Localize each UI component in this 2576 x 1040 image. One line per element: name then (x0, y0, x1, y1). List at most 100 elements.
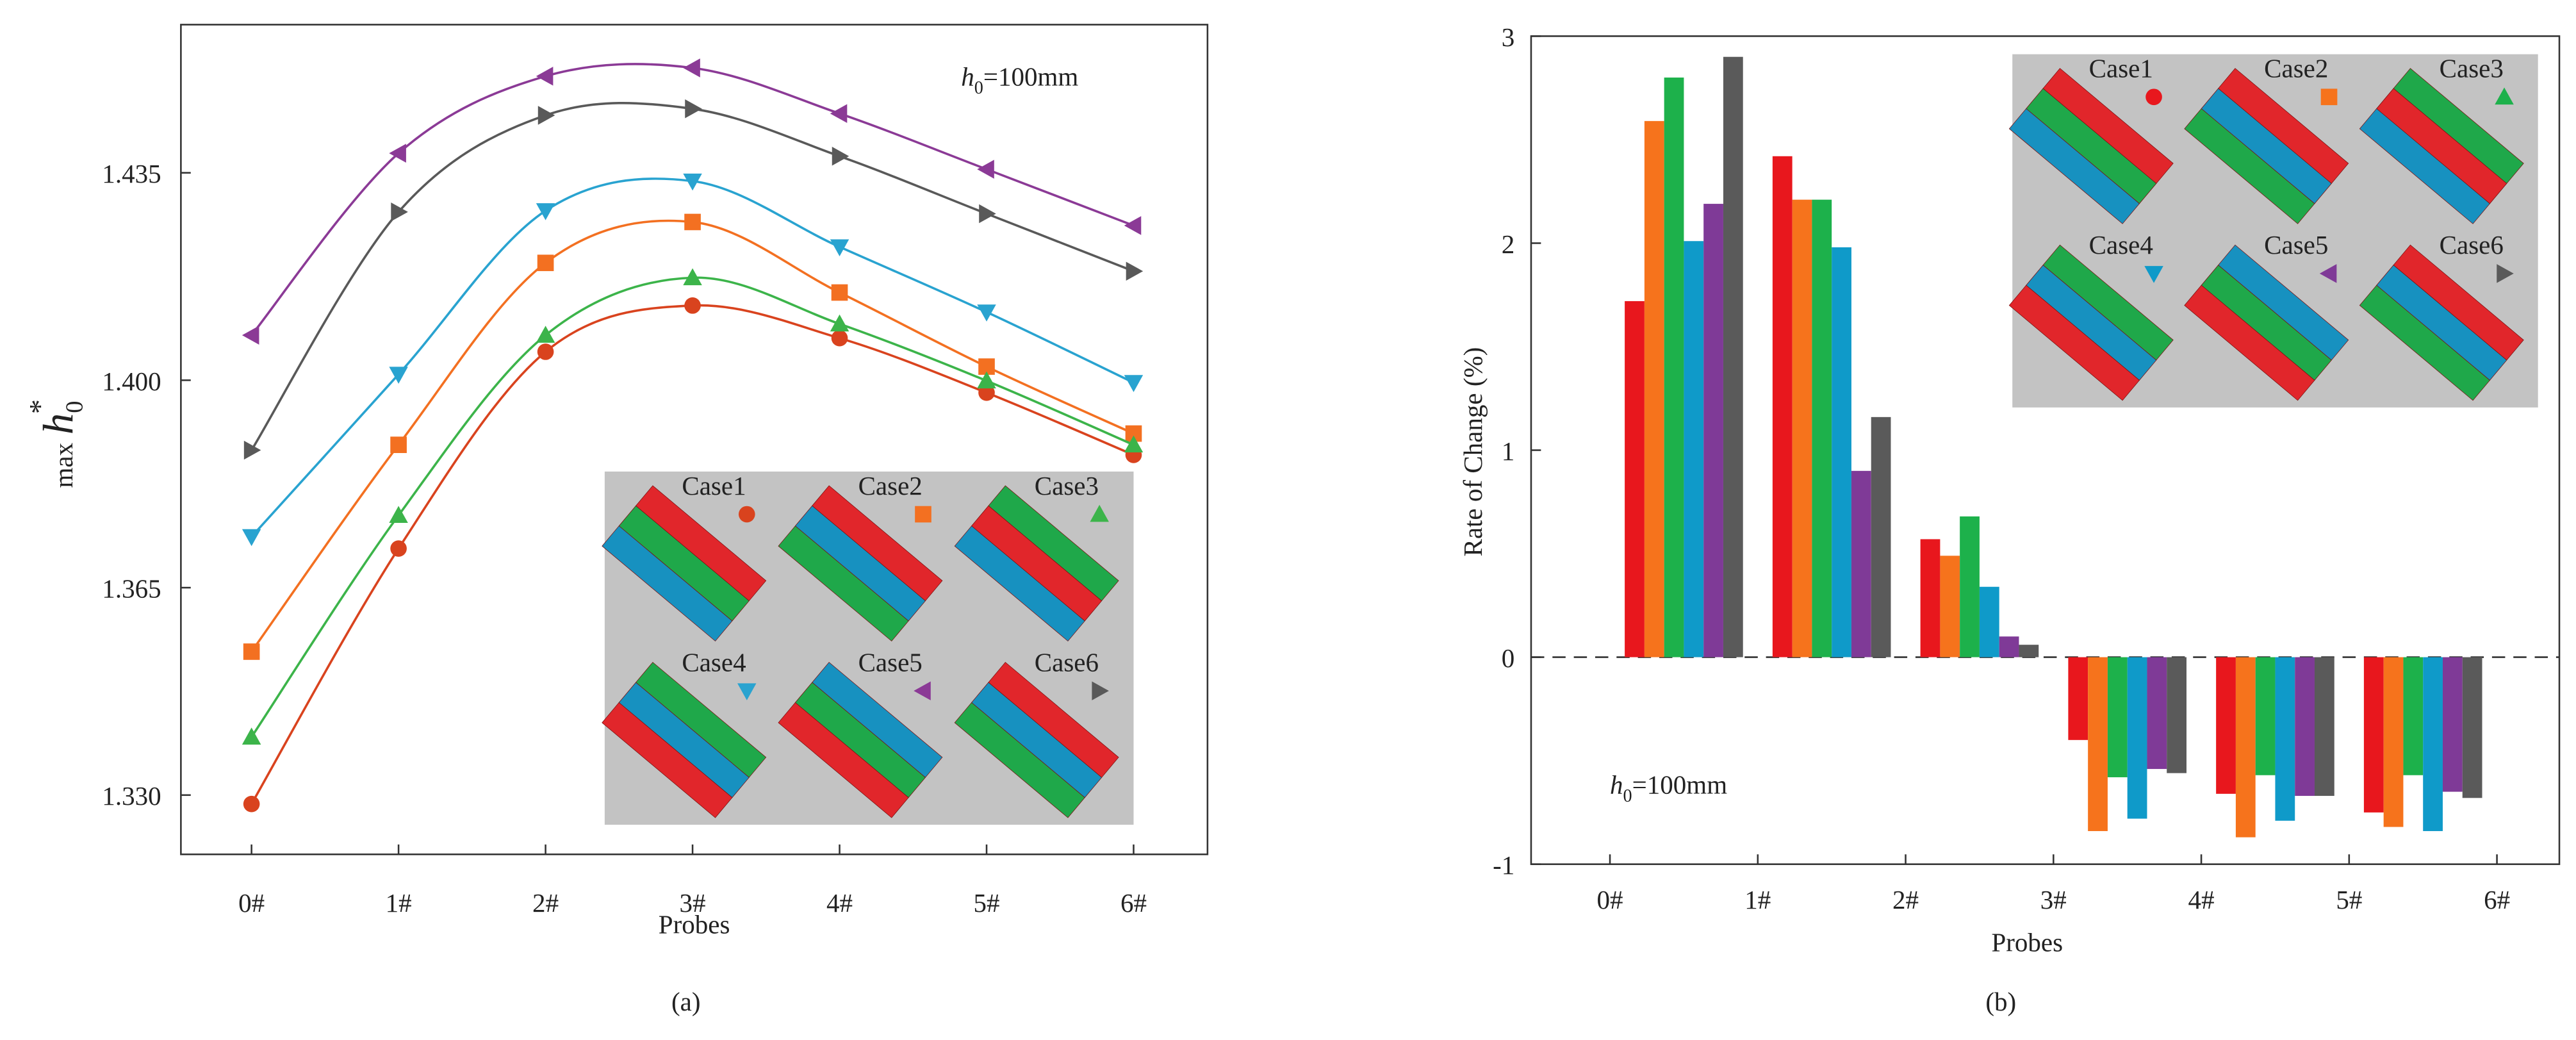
stripe-tile (954, 485, 1119, 642)
annotation-text: =100mm (1632, 770, 1728, 799)
bar (2314, 657, 2334, 797)
legend-label: Case3 (1035, 471, 1099, 500)
stripe-tile (602, 661, 767, 818)
marker (242, 529, 261, 547)
bar (1684, 241, 1704, 657)
y-tick-label: 1.330 (102, 781, 161, 811)
marker (537, 254, 554, 272)
stripe-tile (2008, 244, 2174, 401)
bar (2403, 657, 2424, 775)
panel-label: (a) (671, 987, 701, 1016)
bar (1723, 56, 1743, 657)
bar (2423, 657, 2443, 831)
y-axis-title: Rate of Change (%) (1458, 347, 1488, 557)
bar (2442, 657, 2463, 792)
marker (683, 173, 702, 191)
stripe-tile (602, 485, 767, 642)
bar (1664, 78, 1684, 657)
marker (737, 683, 757, 700)
bar (1625, 301, 1645, 657)
marker (2145, 88, 2162, 106)
marker (977, 304, 996, 322)
marker (684, 297, 701, 314)
marker (243, 795, 260, 813)
y-tick-label: 1.400 (102, 367, 161, 396)
symbol: h (1610, 770, 1623, 799)
marker (2144, 266, 2163, 283)
stripe-tile (778, 661, 943, 818)
symbol: h (961, 62, 974, 91)
x-tick-label: 3# (680, 888, 706, 918)
marker (536, 203, 555, 220)
marker (391, 202, 408, 222)
x-tick-label: 0# (238, 888, 265, 918)
stripe (602, 702, 733, 818)
series-line (250, 276, 1135, 738)
y-label-sup: * (23, 399, 56, 414)
legend-label: Case6 (1035, 647, 1099, 677)
marker (537, 343, 554, 360)
x-tick-label: 5# (2336, 885, 2362, 914)
bar (2068, 657, 2088, 740)
marker (2320, 88, 2338, 106)
marker (977, 160, 994, 179)
annotation-text: =100mm (983, 62, 1079, 91)
bar (1851, 470, 1871, 657)
y-tick-label: 3 (1502, 22, 1515, 52)
y-label-symbol: h (35, 413, 82, 434)
bar (1832, 247, 1851, 657)
bar (1940, 556, 1960, 657)
marker (738, 506, 755, 523)
x-tick-label: 5# (974, 888, 1000, 918)
bar (2147, 657, 2167, 770)
y-tick-label: 1.435 (102, 159, 161, 188)
panel-label: (b) (1985, 987, 2016, 1016)
marker (914, 681, 931, 700)
x-axis-title: Probes (1991, 928, 2063, 957)
marker (1124, 435, 1144, 452)
stripe (2008, 285, 2140, 401)
bar (1979, 586, 1999, 657)
stripe (2184, 285, 2315, 401)
stripe (954, 525, 1085, 642)
stripe (954, 702, 1085, 818)
marker (830, 104, 848, 123)
marker (684, 213, 701, 231)
marker (536, 67, 554, 86)
marker (1124, 375, 1144, 392)
x-tick-label: 2# (1892, 885, 1919, 914)
marker (915, 506, 931, 523)
marker (1092, 681, 1109, 700)
y-label-prefix: max (49, 443, 78, 488)
bar (2107, 657, 2128, 777)
bar (2216, 657, 2236, 794)
marker (1090, 504, 1109, 522)
stripe (2359, 108, 2491, 224)
legend-label: Case1 (2089, 54, 2153, 83)
marker (243, 643, 260, 660)
x-tick-label: 6# (2484, 885, 2510, 914)
marker (1124, 216, 1142, 235)
stripe-tile (778, 485, 943, 642)
marker (978, 384, 995, 401)
legend-label: Case4 (682, 647, 746, 677)
marker (831, 284, 848, 301)
stripe-tile (2008, 68, 2174, 224)
marker (536, 326, 555, 343)
marker (832, 147, 849, 166)
legend-label: Case5 (858, 647, 923, 677)
bar (1871, 417, 1891, 657)
marker (2495, 87, 2514, 105)
marker (242, 326, 259, 345)
bar (1960, 516, 1980, 657)
marker (242, 727, 261, 745)
marker (537, 106, 555, 125)
y-tick-label: 0 (1502, 643, 1515, 673)
bar (1792, 199, 1812, 657)
x-tick-label: 0# (1597, 885, 1623, 914)
stripe (602, 525, 733, 642)
bar (1812, 199, 1832, 657)
stripe (2184, 108, 2315, 224)
bar (2255, 657, 2276, 775)
